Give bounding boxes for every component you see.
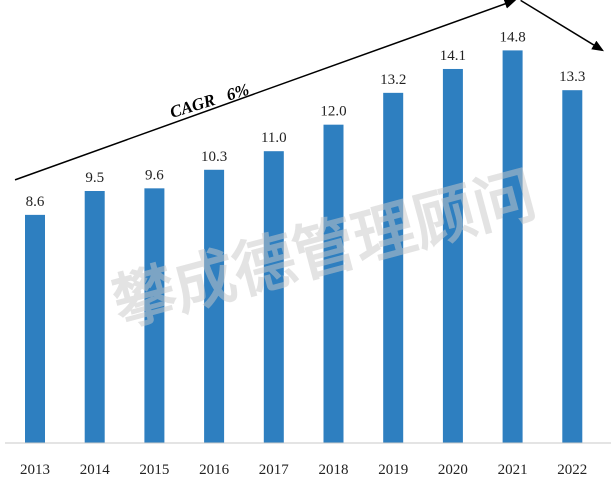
bars-layer [25,50,583,444]
cagr-annotation: CAGR 6% [168,80,252,122]
value-label-2018: 12.0 [320,104,346,120]
bar-2016 [204,169,225,443]
bar-2020 [442,68,463,443]
x-tick-2022: 2022 [557,462,587,478]
value-label-2016: 10.3 [201,149,227,165]
value-label-2013: 8.6 [26,194,45,210]
bar-2014 [84,190,105,443]
bar-2018 [323,124,344,444]
value-label-2020: 14.1 [440,48,466,64]
x-tick-2014: 2014 [80,462,111,478]
value-label-2019: 13.2 [380,72,406,88]
x-tick-2013: 2013 [20,462,50,478]
value-label-2022: 13.3 [559,69,585,85]
value-labels-layer: 8.6 9.5 9.6 10.3 11.0 12.0 13.2 14.1 14.8 13.3 [26,29,586,209]
x-tick-2020: 2020 [438,462,468,478]
bar-2017 [263,151,284,443]
decline-arrow [520,0,605,52]
value-label-2014: 9.5 [85,170,104,186]
x-tick-2018: 2018 [319,462,349,478]
value-label-2017: 11.0 [261,130,287,146]
bar-2021 [502,50,523,444]
value-label-2021: 14.8 [499,29,525,45]
x-tick-2021: 2021 [498,462,528,478]
x-tick-2017: 2017 [259,462,290,478]
cagr-trend-arrow [14,0,517,181]
value-label-2015: 9.6 [145,167,164,183]
x-tick-labels: 2013 2014 2015 2016 2017 2018 2019 2020 2021 2022 [20,462,587,478]
bar-2019 [383,92,404,444]
x-tick-2015: 2015 [139,462,169,478]
bar-2013 [25,214,45,443]
bar-2015 [144,188,165,443]
bar-2022 [562,90,583,443]
x-tick-2016: 2016 [199,462,230,478]
x-tick-2019: 2019 [378,462,408,478]
